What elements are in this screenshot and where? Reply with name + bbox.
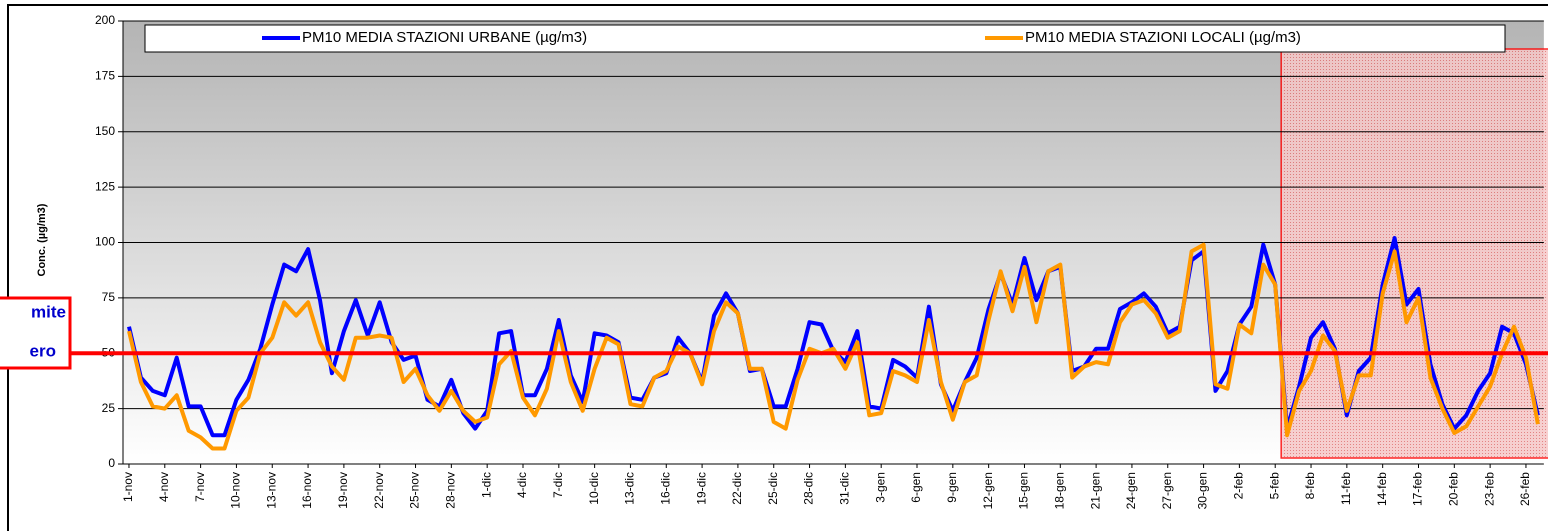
x-tick-label: 22-nov [372,472,386,509]
y-tick-label: 125 [95,179,115,193]
x-tick-label: 7-nov [193,472,207,502]
y-tick-label: 25 [102,401,116,415]
x-tick-label: 19-dic [694,472,708,505]
y-tick-label: 100 [95,235,115,249]
annotation: ero [30,341,56,360]
x-tick-label: 8-feb [1303,472,1317,500]
annotation: mite [31,302,66,321]
x-tick-label: 14-feb [1375,472,1389,506]
x-tick-label: 28-nov [444,472,458,509]
x-tick-label: 1-nov [121,472,135,502]
limit-box [0,296,72,370]
x-tick-label: 27-gen [1160,472,1174,509]
y-tick-label: 200 [95,13,115,27]
x-tick-label: 20-feb [1446,472,1460,506]
x-tick-label: 25-nov [408,472,422,509]
x-tick-label: 23-feb [1482,472,1496,506]
x-tick-label: 22-dic [730,472,744,505]
x-tick-label: 4-nov [157,472,171,502]
x-tick-label: 5-feb [1267,472,1281,500]
y-tick-label: 175 [95,69,115,83]
data-line [127,242,1540,451]
x-tick-label: 18-gen [1052,472,1066,509]
x-tick-label: 25-dic [766,472,780,505]
x-tick-label: 4-dic [515,472,529,498]
legend [144,24,1506,53]
x-tick-label: 9-gen [945,472,959,503]
x-tick-label: 21-gen [1088,472,1102,509]
x-tick-label: 13-nov [264,472,278,509]
x-tick-label: 3-gen [873,472,887,503]
plot-area: 02550751001251501752001-nov4-nov7-nov10-… [70,13,1548,509]
x-tick-label: 10-nov [229,472,243,509]
x-tick-label: 24-gen [1124,472,1138,509]
x-tick-label: 11-feb [1339,472,1353,505]
x-tick-label: 1-dic [479,472,493,498]
x-tick-label: 10-dic [587,472,601,505]
x-tick-label: 2-feb [1232,472,1246,500]
highlight-region [1280,48,1548,459]
y-axis-label: Conc. (µg/m3) [36,203,48,276]
x-tick-label: 19-nov [336,472,350,509]
x-tick-label: 28-dic [802,472,816,505]
y-tick-label: 0 [108,456,115,470]
legend-label: PM10 MEDIA STAZIONI URBANE (µg/m3) [302,29,587,46]
x-tick-label: 26-feb [1518,472,1532,506]
x-tick-label: 31-dic [838,472,852,505]
x-tick-label: 13-dic [623,472,637,505]
x-tick-label: 15-gen [1017,472,1031,509]
x-tick-label: 16-nov [300,472,314,509]
x-tick-label: 7-dic [551,472,565,498]
x-tick-label: 12-gen [981,472,995,509]
x-tick-label: 30-gen [1196,472,1210,509]
x-tick-label: 6-gen [909,472,923,503]
x-tick-label: 17-feb [1411,472,1425,506]
y-tick-label: 75 [102,290,116,304]
legend-label: PM10 MEDIA STAZIONI LOCALI (µg/m3) [1025,29,1301,46]
x-tick-label: 16-dic [658,472,672,505]
y-tick-label: 150 [95,124,115,138]
